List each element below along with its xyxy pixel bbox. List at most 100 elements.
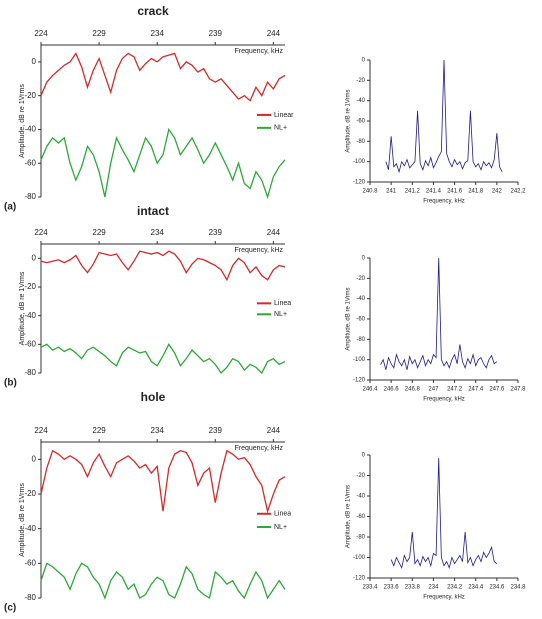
y-axis-label: Amplitude, dB re 1Vrms [19, 483, 26, 557]
chart-title: crack [137, 4, 169, 18]
y-tick-label: -80 [356, 337, 365, 343]
x-tick-label: 229 [92, 29, 106, 38]
x-tick-label: 247.6 [489, 387, 505, 393]
y-tick-label: -40 [24, 524, 36, 533]
x-tick-label: 239 [209, 426, 223, 435]
y-tick-label: -60 [356, 514, 365, 520]
y-axis-label: Amplitude, dB re 1Vrms [19, 84, 26, 158]
y-tick-label: -40 [24, 125, 36, 134]
x-tick-label: 247.8 [510, 387, 526, 393]
x-tick-label: 247.2 [447, 387, 463, 393]
legend-label: NL+ [274, 311, 287, 318]
y-tick-label: -40 [24, 311, 36, 320]
y-axis-label: Amplitude, dB re 1Vrms [346, 287, 352, 350]
legend-label: NL+ [274, 125, 287, 132]
y-tick-label: -60 [24, 558, 36, 567]
x-tick-label: 244 [267, 29, 281, 38]
x-tick-label: 234.2 [447, 585, 463, 591]
series-line [40, 449, 286, 514]
y-tick-label: -60 [24, 158, 36, 167]
series-line [40, 562, 286, 600]
x-tick-label: 241.6 [447, 189, 463, 195]
x-tick-label: 234 [151, 426, 165, 435]
y-tick-label: -100 [353, 159, 366, 165]
x-tick-label: 246.6 [384, 387, 400, 393]
y-tick-label: -60 [24, 339, 36, 348]
y-tick-label: -80 [24, 192, 36, 201]
series-line [380, 257, 498, 370]
x-tick-label: 241.2 [405, 189, 421, 195]
y-tick-label: 0 [362, 58, 366, 64]
x-tick-label: 224 [34, 29, 48, 38]
y-tick-label: -120 [353, 576, 366, 582]
x-tick-label: 234 [428, 585, 439, 591]
x-tick-label: 240.8 [362, 189, 378, 195]
x-tick-label: 242.2 [510, 189, 526, 195]
y-tick-label: -20 [24, 489, 36, 498]
x-tick-label: 239 [209, 29, 223, 38]
y-tick-label: 0 [32, 57, 37, 66]
y-tick-label: 0 [32, 454, 37, 463]
x-tick-label: 241.4 [426, 189, 442, 195]
x-tick-label: 246.8 [405, 387, 421, 393]
y-axis-label: Amplitude, dB re 1Vrms [19, 271, 26, 345]
legend-label: Linear [274, 112, 294, 119]
y-tick-label: -20 [24, 91, 36, 100]
x-axis-label: Frequency, kHz [423, 397, 465, 403]
panel-label: (a) [4, 202, 16, 213]
y-tick-label: 0 [362, 453, 366, 459]
x-tick-label: 224 [34, 426, 48, 435]
panel-label: (b) [4, 378, 17, 389]
y-tick-label: -60 [356, 119, 365, 125]
y-tick-label: -80 [356, 535, 365, 541]
y-tick-label: -20 [24, 282, 36, 291]
y-tick-label: 0 [362, 256, 366, 262]
y-tick-label: -80 [24, 368, 36, 377]
x-tick-label: 229 [92, 228, 106, 237]
y-tick-label: -100 [353, 357, 366, 363]
series-line [40, 127, 286, 200]
series-line [385, 59, 503, 174]
y-tick-label: -40 [356, 494, 365, 500]
x-tick-label: 234.4 [468, 585, 484, 591]
x-tick-label: 244 [267, 228, 281, 237]
series-line [40, 343, 286, 375]
x-tick-label: 234 [151, 228, 165, 237]
x-tick-label: 234 [151, 29, 165, 38]
x-tick-label: 233.8 [405, 585, 421, 591]
x-tick-label: 242 [492, 189, 503, 195]
series-line [40, 52, 286, 102]
x-tick-label: 234.8 [510, 585, 526, 591]
y-axis-label: Amplitude, dB re 1Vrms [346, 89, 352, 152]
x-tick-label: 224 [34, 228, 48, 237]
y-tick-label: -40 [356, 296, 365, 302]
y-tick-label: -80 [356, 139, 365, 145]
x-tick-label: 241 [386, 189, 397, 195]
series-line [40, 250, 286, 282]
y-tick-label: -100 [353, 555, 366, 561]
x-axis-label: Frequency, kHz [235, 247, 284, 254]
x-tick-label: 247 [428, 387, 439, 393]
legend-label: Linea [274, 511, 291, 518]
legend-label: Linea [274, 300, 291, 307]
y-tick-label: -120 [353, 378, 366, 384]
y-tick-label: -80 [24, 593, 36, 602]
legend-label: NL+ [274, 524, 287, 531]
y-tick-label: -20 [356, 276, 365, 282]
y-tick-label: -40 [356, 98, 365, 104]
chart-title: hole [141, 390, 166, 404]
x-axis-label: Frequency, kHz [235, 445, 284, 452]
y-tick-label: -120 [353, 180, 366, 186]
x-tick-label: 234.6 [489, 585, 505, 591]
x-tick-label: 233.6 [384, 585, 400, 591]
x-tick-label: 247.4 [468, 387, 484, 393]
y-axis-label: Amplitude, dB re 1Vrms [346, 485, 352, 548]
x-axis-label: Frequency, kHz [235, 48, 284, 55]
chart-title: intact [137, 204, 169, 218]
y-tick-label: -20 [356, 78, 365, 84]
x-tick-label: 239 [209, 228, 223, 237]
panel-label: (c) [4, 603, 16, 614]
y-tick-label: 0 [32, 253, 37, 262]
x-axis-label: Frequency, kHz [423, 595, 465, 601]
